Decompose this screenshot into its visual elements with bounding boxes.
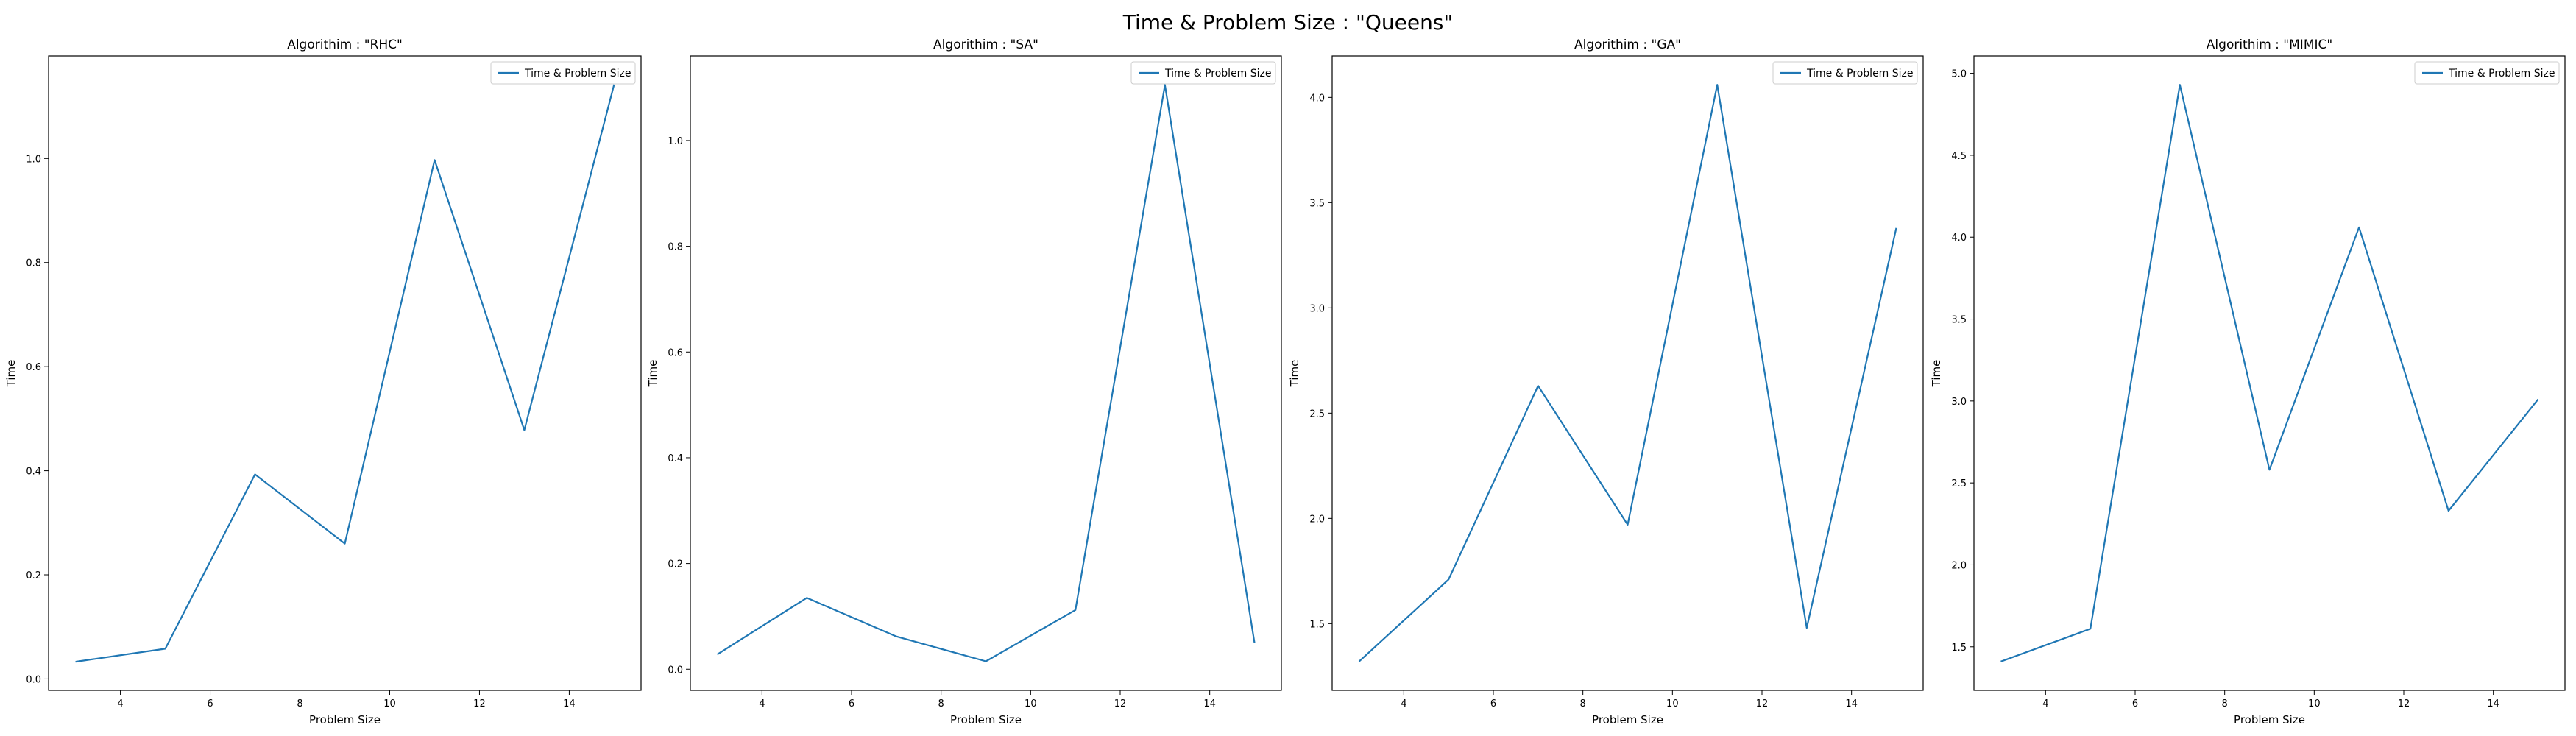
y-axis-label: Time bbox=[1930, 360, 1943, 388]
y-tick-label: 2.0 bbox=[1309, 514, 1325, 525]
x-tick-label: 8 bbox=[1580, 698, 1586, 710]
x-tick-label: 4 bbox=[759, 698, 765, 710]
y-tick-label: 0.6 bbox=[668, 347, 683, 358]
y-tick-label: 2.5 bbox=[1951, 478, 1967, 489]
x-tick-label: 8 bbox=[2222, 698, 2228, 710]
x-tick-label: 10 bbox=[1666, 698, 1679, 710]
axes-frame bbox=[1973, 55, 2566, 691]
y-tick-label: 0.4 bbox=[26, 467, 41, 478]
legend: Time & Problem Size bbox=[490, 61, 636, 85]
legend-label: Time & Problem Size bbox=[524, 68, 631, 79]
x-axis-label: Problem Size bbox=[1592, 713, 1663, 726]
y-tick-label: 2.0 bbox=[1951, 560, 1967, 571]
legend-box bbox=[1130, 61, 1276, 85]
x-tick-label: 6 bbox=[849, 698, 854, 710]
y-tick-label: 4.0 bbox=[1309, 93, 1325, 104]
x-tick-label: 8 bbox=[938, 698, 944, 710]
x-tick-label: 4 bbox=[117, 698, 123, 710]
series-line-ga bbox=[1358, 84, 1897, 662]
x-tick-label: 10 bbox=[383, 698, 396, 710]
y-tick-label: 3.0 bbox=[1951, 397, 1967, 408]
series-line-mimic bbox=[2000, 84, 2539, 662]
y-tick-label: 3.0 bbox=[1309, 303, 1325, 314]
subplot-sa: Algorithim : "SA" 4 6 8 10 12 14 0.0 0.2 0.4 0.6 0.… bbox=[646, 38, 1282, 726]
x-axis-label: Problem Size bbox=[309, 713, 381, 726]
x-axis-label: Problem Size bbox=[2234, 713, 2305, 726]
y-tick-label: 0.8 bbox=[26, 258, 41, 269]
legend-box bbox=[490, 61, 636, 85]
subplots-container: Algorithim : "RHC" 4 6 8 10 12 14 0.0 0.2 0.4 0.6 0… bbox=[4, 38, 2566, 726]
subplot-title: Algorithim : "MIMIC" bbox=[2207, 38, 2332, 52]
x-tick-label: 10 bbox=[1025, 698, 1037, 710]
y-tick-label: 3.5 bbox=[1951, 315, 1967, 326]
y-tick-label: 0.0 bbox=[26, 674, 41, 685]
x-tick-label: 4 bbox=[1401, 698, 1406, 710]
subplot-mimic: Algorithim : "MIMIC" 4 6 8 10 12 14 1.5 2.0 2.5 3.… bbox=[1930, 38, 2566, 726]
axes-frame bbox=[690, 55, 1282, 691]
subplot-title: Algorithim : "RHC" bbox=[287, 38, 403, 52]
y-tick-label: 0.4 bbox=[668, 453, 683, 464]
x-tick-label: 12 bbox=[473, 698, 486, 710]
series-line-sa bbox=[716, 84, 1256, 662]
x-tick-label: 10 bbox=[2308, 698, 2321, 710]
y-tick-label: 4.0 bbox=[1951, 233, 1967, 244]
x-tick-label: 12 bbox=[2398, 698, 2410, 710]
y-tick-label: 0.0 bbox=[668, 665, 683, 676]
x-tick-label: 14 bbox=[2487, 698, 2499, 710]
x-tick-label: 12 bbox=[1756, 698, 1769, 710]
series-line-rhc bbox=[75, 84, 615, 663]
x-tick-label: 14 bbox=[1845, 698, 1858, 710]
legend: Time & Problem Size bbox=[2414, 61, 2560, 85]
y-tick-label: 4.5 bbox=[1951, 151, 1967, 162]
y-axis-label: Time bbox=[4, 360, 18, 388]
subplot-rhc: Algorithim : "RHC" 4 6 8 10 12 14 0.0 0.2 0.4 0.6 0… bbox=[4, 38, 642, 726]
y-tick-label: 1.0 bbox=[668, 136, 683, 147]
y-tick-label: 1.5 bbox=[1309, 619, 1325, 630]
x-tick-label: 14 bbox=[1203, 698, 1216, 710]
y-tick-label: 1.0 bbox=[26, 154, 41, 165]
axes-frame bbox=[1331, 55, 1924, 691]
subplot-title: Algorithim : "GA" bbox=[1574, 38, 1681, 52]
legend-label: Time & Problem Size bbox=[1164, 68, 1272, 79]
x-tick-label: 8 bbox=[297, 698, 302, 710]
y-tick-label: 0.8 bbox=[668, 242, 683, 253]
legend: Time & Problem Size bbox=[1772, 61, 1918, 85]
x-tick-label: 6 bbox=[207, 698, 213, 710]
legend-box bbox=[1772, 61, 1918, 85]
y-tick-label: 5.0 bbox=[1951, 69, 1967, 80]
y-axis-label: Time bbox=[646, 360, 659, 388]
x-tick-label: 4 bbox=[2042, 698, 2048, 710]
figure-suptitle: Time & Problem Size : "Queens" bbox=[1122, 10, 1454, 35]
x-tick-label: 6 bbox=[2132, 698, 2138, 710]
legend-label: Time & Problem Size bbox=[2448, 68, 2555, 79]
y-tick-label: 2.5 bbox=[1309, 408, 1325, 420]
x-tick-label: 12 bbox=[1114, 698, 1127, 710]
y-tick-label: 1.5 bbox=[1951, 643, 1967, 654]
subplot-title: Algorithim : "SA" bbox=[933, 38, 1038, 52]
legend-label: Time & Problem Size bbox=[1806, 68, 1914, 79]
y-tick-label: 0.2 bbox=[26, 570, 41, 581]
x-axis-label: Problem Size bbox=[950, 713, 1022, 726]
x-tick-label: 6 bbox=[1490, 698, 1496, 710]
x-tick-label: 14 bbox=[563, 698, 576, 710]
axes-frame bbox=[48, 55, 642, 691]
y-tick-label: 0.6 bbox=[26, 362, 41, 373]
subplot-ga: Algorithim : "GA" 4 6 8 10 12 14 1.5 2.0 2.5 3.0 3.… bbox=[1288, 38, 1924, 726]
y-axis-label: Time bbox=[1288, 360, 1301, 388]
legend: Time & Problem Size bbox=[1130, 61, 1276, 85]
y-tick-label: 3.5 bbox=[1309, 198, 1325, 209]
y-tick-label: 0.2 bbox=[668, 559, 683, 570]
legend-box bbox=[2414, 61, 2560, 85]
